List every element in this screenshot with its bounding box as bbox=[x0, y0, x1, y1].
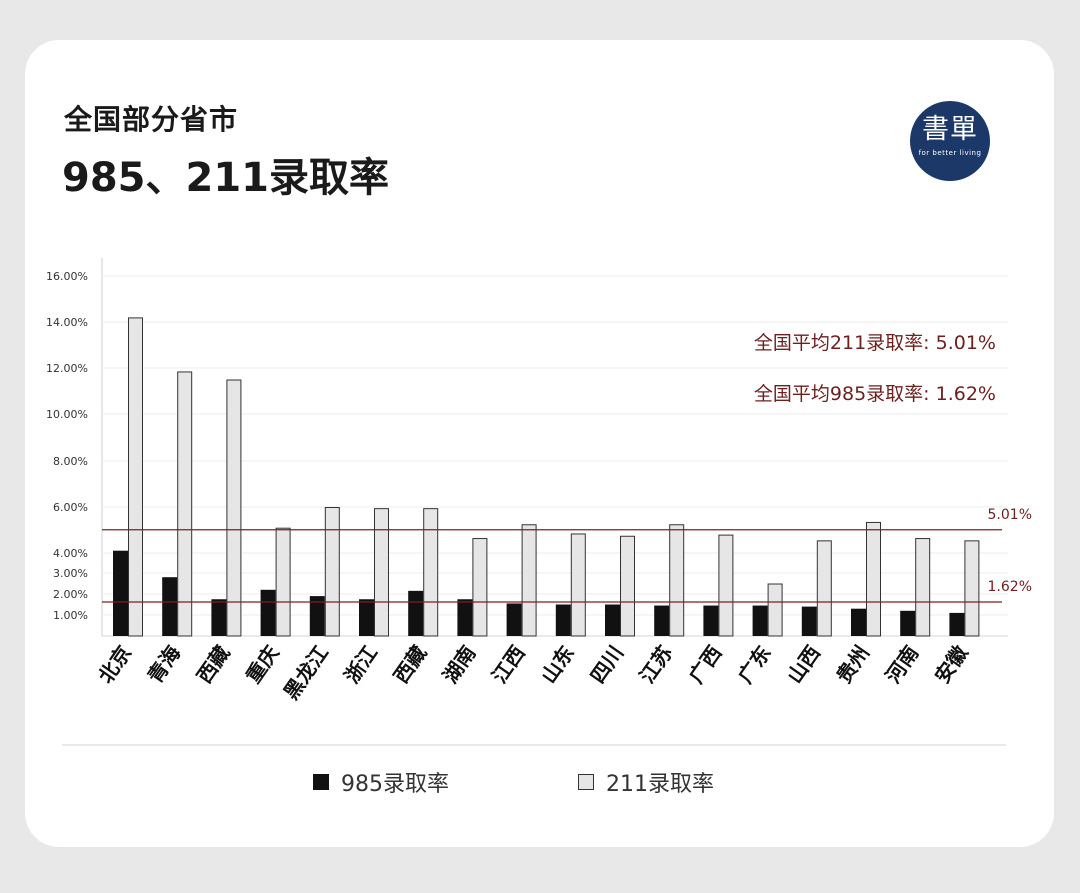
bar-211 bbox=[226, 379, 242, 637]
legend-swatch-985 bbox=[313, 774, 329, 790]
title-line1: 全国部分省市 bbox=[64, 103, 239, 136]
bar-985 bbox=[801, 606, 817, 636]
x-tick-label: 黑龙江 bbox=[279, 641, 333, 704]
annotation-text: 全国平均211录取率: 5.01% bbox=[754, 332, 996, 354]
reference-label: 1.62% bbox=[988, 579, 1032, 595]
bar-211 bbox=[718, 534, 734, 637]
bar-211 bbox=[472, 538, 488, 637]
x-tick-label: 安徽 bbox=[930, 640, 973, 687]
y-tick-label: 8.00% bbox=[53, 455, 88, 468]
y-tick-label: 10.00% bbox=[46, 408, 88, 421]
logo-text: 書單 bbox=[922, 114, 978, 145]
bar-211 bbox=[816, 540, 832, 637]
y-tick-label: 1.00% bbox=[53, 609, 88, 622]
bar-211 bbox=[275, 527, 291, 637]
title-line2: 985、211录取率 bbox=[62, 155, 389, 201]
bar-985 bbox=[703, 605, 719, 636]
bar-985 bbox=[949, 612, 965, 636]
logo-tagline: for better living bbox=[918, 149, 982, 157]
bar-985 bbox=[260, 589, 276, 636]
reference-label: 5.01% bbox=[988, 507, 1032, 523]
brand-logo: 書單 for better living bbox=[910, 101, 990, 181]
x-tick-label: 河南 bbox=[881, 641, 924, 688]
bar-985 bbox=[309, 596, 325, 636]
legend-label-985: 985录取率 bbox=[341, 772, 449, 797]
bar-211 bbox=[866, 521, 881, 637]
bar-985 bbox=[457, 599, 473, 636]
x-tick-label: 浙江 bbox=[339, 641, 382, 688]
bar-985 bbox=[211, 599, 227, 636]
bar-211 bbox=[915, 538, 931, 637]
x-tick-label: 西藏 bbox=[389, 641, 432, 688]
legend-item-211: 211录取率 bbox=[578, 766, 714, 798]
legend-item-985: 985录取率 bbox=[313, 766, 449, 798]
bar-985 bbox=[359, 599, 374, 636]
bar-211 bbox=[964, 540, 980, 637]
bar-985 bbox=[752, 605, 768, 636]
y-tick-label: 4.00% bbox=[53, 547, 88, 560]
bar-211 bbox=[324, 507, 340, 637]
legend: 985录取率 211录取率 bbox=[0, 766, 1080, 806]
x-tick-label: 西藏 bbox=[192, 641, 235, 688]
legend-label-211: 211录取率 bbox=[606, 772, 714, 797]
y-tick-label: 12.00% bbox=[46, 362, 88, 375]
bar-985 bbox=[408, 590, 424, 636]
bar-211 bbox=[423, 508, 439, 637]
y-tick-label: 3.00% bbox=[53, 567, 88, 580]
card bbox=[25, 40, 1054, 847]
x-tick-label: 重庆 bbox=[241, 641, 284, 688]
bar-985 bbox=[851, 608, 866, 636]
bar-985 bbox=[113, 550, 128, 636]
bar-211 bbox=[767, 583, 783, 637]
bar-211 bbox=[570, 533, 586, 637]
y-tick-label: 6.00% bbox=[53, 501, 88, 514]
bar-211 bbox=[374, 508, 389, 637]
x-tick-label: 广东 bbox=[733, 641, 776, 688]
x-tick-label: 湖南 bbox=[438, 641, 481, 688]
bar-211 bbox=[521, 524, 537, 637]
x-tick-label: 北京 bbox=[93, 641, 136, 688]
bar-985 bbox=[162, 577, 178, 636]
bar-211 bbox=[128, 317, 143, 637]
x-tick-label: 四川 bbox=[585, 641, 628, 688]
x-tick-label: 广西 bbox=[684, 641, 727, 688]
x-tick-label: 山东 bbox=[536, 641, 579, 688]
bar-211 bbox=[620, 535, 635, 637]
bar-985 bbox=[555, 604, 571, 636]
x-tick-label: 江苏 bbox=[635, 641, 678, 688]
y-tick-label: 14.00% bbox=[46, 316, 88, 329]
x-tick-label: 贵州 bbox=[831, 641, 874, 688]
annotation-text: 全国平均985录取率: 1.62% bbox=[754, 383, 996, 405]
bar-985 bbox=[900, 610, 916, 636]
bar-211 bbox=[669, 524, 685, 637]
x-tick-label: 江西 bbox=[487, 641, 530, 688]
x-tick-label: 青海 bbox=[143, 641, 186, 688]
y-tick-label: 2.00% bbox=[53, 588, 88, 601]
legend-swatch-211 bbox=[578, 774, 594, 790]
bar-985 bbox=[605, 604, 620, 636]
bar-985 bbox=[654, 605, 670, 636]
y-tick-label: 16.00% bbox=[46, 270, 88, 283]
bar-985 bbox=[506, 603, 522, 636]
bar-211 bbox=[177, 371, 193, 637]
x-tick-label: 山西 bbox=[782, 641, 825, 688]
